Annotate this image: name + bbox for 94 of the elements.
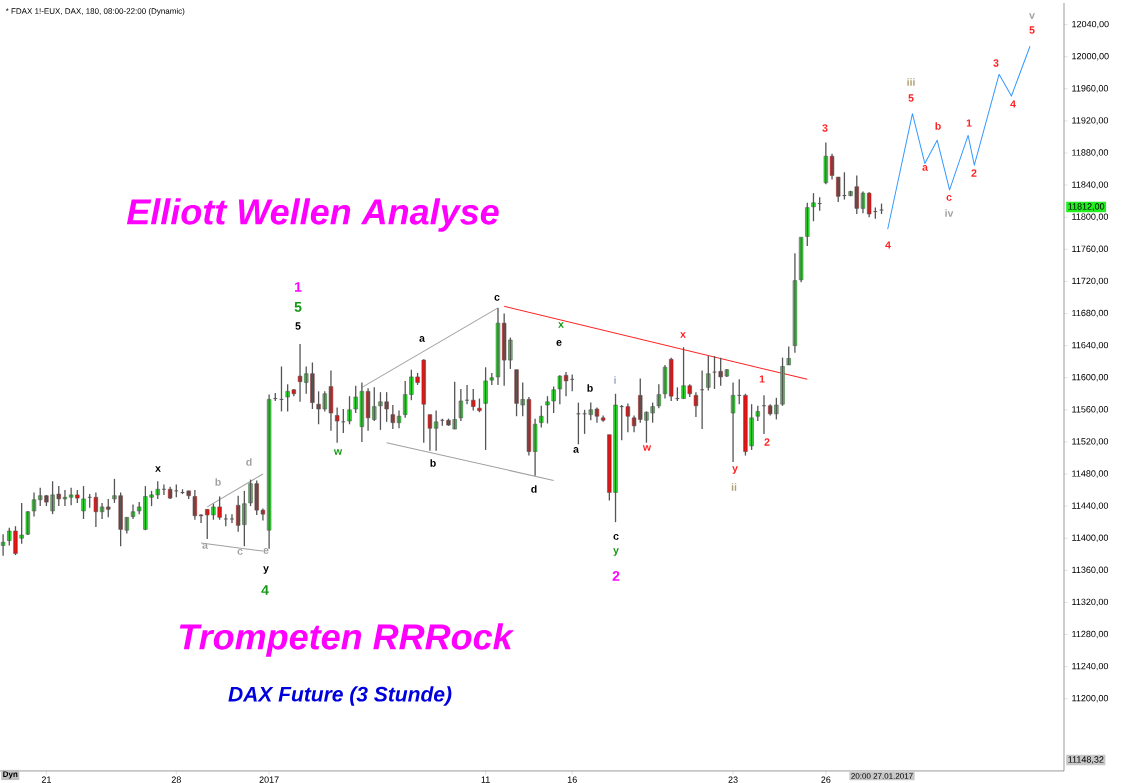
annotation: 5 — [1029, 26, 1035, 34]
y-tick-label: 12040,00 — [1072, 20, 1109, 29]
annotation: DAX Future (3 Stunde) — [228, 686, 452, 706]
y-tick-label: 11400,00 — [1072, 534, 1109, 542]
x-tick-label: 21 — [41, 776, 51, 783]
annotation: c — [613, 534, 619, 540]
annotation: x — [558, 322, 564, 328]
y-tick-label: 11440,00 — [1072, 502, 1109, 510]
annotation: iv — [945, 209, 954, 217]
annotation: 2 — [764, 438, 770, 446]
annotation: b — [935, 122, 941, 130]
x-tick-label: 2017 — [259, 776, 279, 783]
y-tick-label: 11360,00 — [1072, 566, 1109, 575]
candlestick — [805, 202, 810, 247]
candlestick — [229, 513, 235, 524]
annotation: 1 — [966, 119, 972, 127]
text: 11148,32 — [1068, 756, 1104, 764]
y-tick-label: 11320,00 — [1072, 598, 1109, 607]
candlestick — [600, 414, 606, 423]
candlestick — [786, 345, 791, 366]
annotation: 2 — [971, 169, 977, 177]
annotation: e — [556, 340, 562, 346]
candlestick — [811, 192, 816, 222]
annotation: x — [155, 466, 161, 472]
y-tick-label: 11840,00 — [1072, 181, 1109, 189]
annotation: y — [263, 566, 269, 574]
annotation: 5 — [908, 94, 914, 102]
annotation: a — [419, 336, 425, 342]
y-tick-label: 11600,00 — [1072, 374, 1109, 382]
y-tick-label: 11920,00 — [1072, 117, 1109, 125]
annotation: 4 — [885, 241, 891, 249]
annotation: 4 — [261, 585, 269, 595]
annotation: 5 — [295, 322, 301, 330]
y-tick-label: 11720,00 — [1072, 277, 1109, 286]
text: * FDAX 1!-EUX, DAX, 180, 08:00-22:00 (Dynamic) — [5, 8, 185, 16]
candlestick — [706, 355, 711, 392]
annotation: c — [946, 195, 952, 201]
x-tick-label: 11 — [481, 776, 490, 783]
annotation: i — [614, 376, 616, 384]
annotation: d — [531, 485, 537, 493]
annotation: e — [263, 548, 269, 554]
y-tick-label: 11480,00 — [1072, 470, 1109, 478]
annotation: c — [494, 294, 500, 301]
annotation: b — [587, 384, 593, 392]
candlestick — [539, 405, 544, 429]
y-tick-label: 11800,00 — [1072, 213, 1109, 221]
x-tick-label: 23 — [728, 776, 738, 783]
y-tick-label: 11680,00 — [1072, 309, 1109, 318]
y-tick-label: 11280,00 — [1072, 630, 1109, 639]
annotation: 5 — [294, 302, 302, 312]
annotation: Trompeten RRRock — [179, 623, 515, 657]
annotation: a — [922, 165, 928, 171]
candlestick — [390, 404, 395, 430]
text: Dyn — [3, 771, 18, 779]
annotation: c — [237, 549, 243, 555]
annotation: v — [1029, 13, 1035, 19]
annotation: y — [613, 548, 619, 556]
annotation: 2 — [612, 571, 620, 581]
annotation: iii — [907, 78, 915, 86]
line-series — [887, 45, 1031, 230]
annotation: ii — [731, 483, 737, 491]
annotation: 3 — [993, 59, 999, 67]
annotation: y — [732, 466, 738, 474]
y-tick-label: 11560,00 — [1072, 406, 1109, 414]
y-tick-label: 12000,00 — [1072, 52, 1109, 61]
y-tick-label: 11960,00 — [1072, 85, 1109, 93]
annotation: 1 — [759, 375, 765, 383]
annotation: b — [430, 459, 436, 467]
candlestick — [712, 355, 717, 390]
annotation: x — [680, 332, 686, 338]
candlestick — [836, 176, 841, 203]
text: 11812,00 — [1068, 203, 1105, 211]
annotation: 1 — [294, 282, 302, 292]
y-tick-label: 11640,00 — [1072, 341, 1109, 350]
candlestick — [471, 388, 476, 412]
annotation: w — [642, 445, 652, 451]
annotation: d — [246, 458, 252, 466]
x-tick-label: 26 — [821, 776, 831, 783]
y-tick-label: 11880,00 — [1072, 149, 1109, 157]
x-tick-label: 16 — [567, 776, 577, 783]
candlestick — [656, 383, 661, 409]
annotation: w — [333, 449, 343, 455]
y-tick-label: 11200,00 — [1072, 695, 1109, 703]
text: 20:00 27.01.2017 — [851, 773, 913, 779]
y-tick-label: 11240,00 — [1072, 662, 1109, 671]
candlestick — [823, 141, 828, 185]
y-tick-label: 11520,00 — [1072, 438, 1109, 446]
y-tick-label: 11760,00 — [1072, 245, 1109, 254]
annotation: Elliott Wellen Analyse — [126, 198, 499, 232]
x-tick-label: 28 — [171, 776, 181, 783]
annotation: a — [573, 447, 579, 453]
annotation: b — [215, 478, 221, 486]
annotation: 3 — [822, 124, 828, 132]
annotation: 4 — [1010, 100, 1016, 108]
